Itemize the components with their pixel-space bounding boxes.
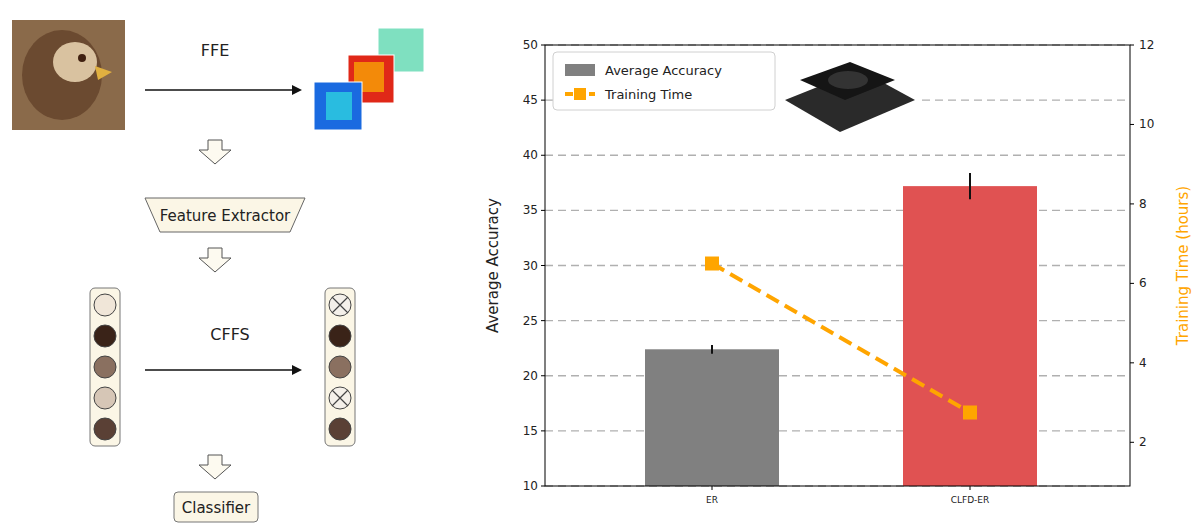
- dropped-feature: [329, 387, 351, 409]
- device-fan: [828, 71, 868, 89]
- feature: [94, 356, 116, 378]
- y-tick: [541, 375, 545, 376]
- legend-swatch: [565, 64, 595, 76]
- legend-box: [553, 52, 775, 110]
- y-tick: [541, 320, 545, 321]
- legend-label: Training Time: [604, 87, 692, 102]
- label-classifier: Classifier: [182, 499, 251, 517]
- feature: [94, 294, 116, 316]
- extractor-box: [145, 198, 305, 232]
- arrow-head: [292, 365, 302, 375]
- label-cffs: CFFS: [210, 325, 249, 344]
- y-axis-label: Average Accuracy: [484, 198, 502, 333]
- error-bar: [711, 345, 713, 354]
- flow-arrow: [199, 455, 231, 479]
- arrow-line: [145, 89, 296, 91]
- y-tick-label: 35: [523, 203, 538, 217]
- input-image: [12, 20, 125, 130]
- bar: [903, 186, 1037, 486]
- x-tick-label: ER: [706, 495, 718, 505]
- flow-arrow: [199, 140, 231, 164]
- y-tick-label: 30: [523, 259, 538, 273]
- y2-tick-label: 10: [1139, 117, 1154, 131]
- chart: 10 15 20 25 30 35 40 45 50 2 4 6 8 10 12 ER CLFD-ER Avera…: [484, 0, 1192, 505]
- grid-line: [545, 155, 1130, 156]
- cross: [332, 390, 348, 406]
- feature: [329, 356, 351, 378]
- grid-line: [545, 375, 1130, 376]
- bar: [645, 349, 779, 486]
- x-tick-label: CLFD-ER: [951, 495, 990, 505]
- marker: [705, 257, 719, 271]
- y2-tick: [1130, 124, 1134, 125]
- y-tick: [541, 265, 545, 266]
- legend-marker: [574, 88, 586, 100]
- eagle-beak: [95, 66, 112, 80]
- y-tick-label: 45: [523, 93, 538, 107]
- y2-axis-label: Training Time (hours): [1174, 186, 1192, 346]
- x-tick: [712, 486, 713, 490]
- y-tick-label: 20: [523, 369, 538, 383]
- eagle-eye: [78, 54, 86, 62]
- y-tick-label: 25: [523, 314, 538, 328]
- label-ffe: FFE: [201, 41, 230, 60]
- arrow-line: [145, 369, 296, 371]
- y-tick: [541, 100, 545, 101]
- legend-label: Average Accuracy: [605, 63, 722, 78]
- y2-tick-label: 4: [1139, 356, 1147, 370]
- y2-tick: [1130, 283, 1134, 284]
- y2-tick: [1130, 362, 1134, 363]
- y-tick-label: 50: [523, 38, 538, 52]
- y2-tick-label: 6: [1139, 276, 1147, 290]
- cross: [332, 297, 348, 313]
- y-tick: [541, 430, 545, 431]
- frame: [545, 45, 1130, 486]
- grid-line: [545, 320, 1130, 321]
- dropped-feature: [329, 294, 351, 316]
- grid-line: [545, 265, 1130, 266]
- feature-column: [90, 288, 120, 446]
- arrow-head: [292, 85, 302, 95]
- grid-line: [545, 210, 1130, 211]
- eagle-head: [53, 42, 97, 82]
- y-tick: [541, 45, 545, 46]
- feature: [329, 325, 351, 347]
- y2-tick: [1130, 203, 1134, 204]
- y2-tick: [1130, 45, 1134, 46]
- classifier-box: [174, 492, 258, 522]
- feature: [94, 387, 116, 409]
- label-extractor: Feature Extractor: [160, 207, 291, 225]
- x-tick: [970, 486, 971, 490]
- feature-column: [325, 288, 355, 446]
- device-heatsink: [800, 62, 895, 100]
- figure: FFE Feature Extractor CFFS Classifier 10 15 20…: [0, 0, 1200, 524]
- plot-area: [645, 173, 1037, 486]
- eagle-body: [22, 30, 102, 120]
- y-tick: [541, 486, 545, 487]
- y2-tick-label: 8: [1139, 197, 1147, 211]
- flow-arrow: [199, 248, 231, 272]
- diagram: FFE Feature Extractor CFFS Classifier: [12, 20, 424, 522]
- y-tick: [541, 210, 545, 211]
- y2-tick-label: 2: [1139, 435, 1147, 449]
- y2-tick: [1130, 442, 1134, 443]
- error-bar: [969, 173, 971, 199]
- feature: [94, 418, 116, 440]
- y-tick-label: 10: [523, 479, 538, 493]
- feature-map-detail: [326, 92, 352, 120]
- y-tick-label: 40: [523, 148, 538, 162]
- y2-tick-label: 12: [1139, 38, 1154, 52]
- feature: [329, 418, 351, 440]
- grid-line: [545, 430, 1130, 431]
- y-tick: [541, 155, 545, 156]
- feature-map: [314, 82, 362, 130]
- marker: [963, 406, 977, 420]
- device-bg: [772, 55, 922, 140]
- feature: [94, 325, 116, 347]
- line: [712, 264, 970, 413]
- y-tick-label: 15: [523, 424, 538, 438]
